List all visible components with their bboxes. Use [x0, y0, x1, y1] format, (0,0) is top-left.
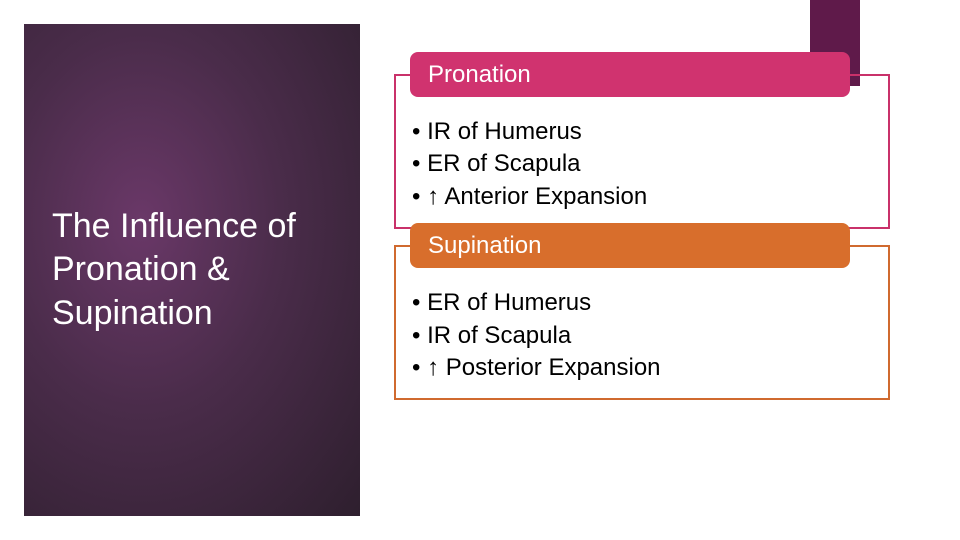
slide: The Influence of Pronation & Supination …	[0, 0, 960, 540]
left-panel: The Influence of Pronation & Supination	[24, 24, 360, 516]
list-item: IR of Scapula	[412, 320, 872, 352]
list-item: ↑ Anterior Expansion	[412, 181, 872, 213]
list-item: ER of Scapula	[412, 148, 872, 180]
supination-header: Supination	[410, 223, 850, 268]
pronation-box: Pronation IR of Humerus ER of Scapula ↑ …	[394, 74, 890, 229]
right-content: Pronation IR of Humerus ER of Scapula ↑ …	[394, 74, 890, 416]
slide-title: The Influence of Pronation & Supination	[52, 205, 332, 336]
list-item: ↑ Posterior Expansion	[412, 352, 872, 384]
pronation-header: Pronation	[410, 52, 850, 97]
supination-bullets: ER of Humerus IR of Scapula ↑ Posterior …	[412, 287, 872, 384]
supination-box: Supination ER of Humerus IR of Scapula ↑…	[394, 245, 890, 400]
list-item: ER of Humerus	[412, 287, 872, 319]
list-item: IR of Humerus	[412, 116, 872, 148]
pronation-bullets: IR of Humerus ER of Scapula ↑ Anterior E…	[412, 116, 872, 213]
